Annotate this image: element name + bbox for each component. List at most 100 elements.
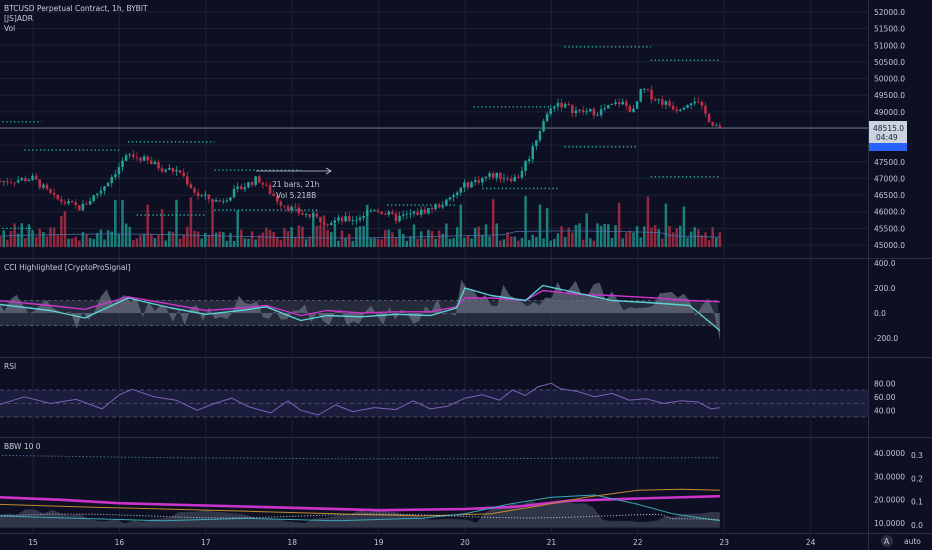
volume-bar xyxy=(229,233,232,247)
candle-body xyxy=(56,194,60,200)
candle-body xyxy=(621,101,624,105)
bbw-axis-label-right: 0.3 xyxy=(911,451,923,460)
volume-bar xyxy=(358,226,362,247)
candle-body xyxy=(164,169,167,172)
candle-body xyxy=(236,186,239,189)
candlesticks[interactable] xyxy=(0,85,722,228)
rsi-title[interactable]: RSI xyxy=(4,362,16,371)
volume-bar xyxy=(682,206,686,247)
candle-body xyxy=(581,109,585,113)
volume-bar xyxy=(24,238,27,247)
volume-bar xyxy=(635,226,639,247)
candle-body xyxy=(571,105,574,114)
candle-body xyxy=(499,172,502,180)
candle-body xyxy=(376,210,380,212)
candle-body xyxy=(204,194,207,196)
volume-bar xyxy=(297,225,301,247)
candle-body xyxy=(13,182,16,184)
volume-bar xyxy=(715,237,718,247)
candle-body xyxy=(250,182,254,185)
volume-bar xyxy=(196,231,200,247)
volume-bar xyxy=(607,224,610,247)
volume-bar xyxy=(448,238,452,247)
volume-bar xyxy=(308,236,311,247)
volume-indicator-title[interactable]: Vol xyxy=(4,24,15,33)
volume-bar xyxy=(315,225,319,247)
volume-bar xyxy=(664,203,668,247)
candle-body xyxy=(531,146,535,160)
candle-body xyxy=(495,172,499,178)
volume-bar xyxy=(74,236,77,247)
candle-body xyxy=(661,99,664,105)
volume-bar xyxy=(675,228,678,247)
volume-bar xyxy=(520,237,524,247)
candle-body xyxy=(441,205,445,208)
axes: 15 16 17 18 19 20 21 22 23 24 52000.0 51500.0 51000.… xyxy=(28,8,923,547)
volume-bar xyxy=(225,240,229,247)
candle-body xyxy=(401,214,405,216)
volume-bar xyxy=(380,239,383,247)
candle-body xyxy=(430,207,434,210)
price-axis-label: 49000.0 xyxy=(874,108,905,117)
candle-body xyxy=(20,178,24,181)
symbol-title[interactable]: BTCUSD Perpetual Contract, 1h, BYBIT xyxy=(4,4,148,13)
volume-bar xyxy=(434,238,437,247)
svg-text:A: A xyxy=(884,537,890,546)
volume-bar xyxy=(610,237,614,247)
volume-bars xyxy=(0,195,722,247)
candle-body xyxy=(643,88,646,90)
volume-bar xyxy=(60,216,63,247)
volume-bar xyxy=(581,239,585,247)
volume-bar xyxy=(243,238,247,247)
volume-bar xyxy=(531,234,535,247)
cci-title[interactable]: CCI Highlighted [CryptoProSignal] xyxy=(4,263,131,272)
volume-bar xyxy=(671,232,675,247)
candle-body xyxy=(617,102,621,105)
bbw-pane[interactable] xyxy=(0,454,720,528)
candle-body xyxy=(322,222,326,225)
volume-bar xyxy=(301,226,304,247)
candle-body xyxy=(293,206,297,208)
rsi-pane[interactable] xyxy=(0,382,868,418)
volume-bar xyxy=(146,204,149,247)
price-axis-label: 52000.0 xyxy=(874,8,905,17)
candle-body xyxy=(473,180,477,183)
volume-bar xyxy=(470,238,473,247)
auto-scale-button[interactable]: auto xyxy=(904,537,921,546)
volume-bar xyxy=(6,239,9,247)
log-scale-button[interactable]: A xyxy=(881,535,893,547)
volume-bar xyxy=(171,232,175,247)
candle-body xyxy=(60,199,63,202)
volume-bar xyxy=(484,224,488,247)
candle-body xyxy=(229,197,232,201)
candle-body xyxy=(85,203,88,205)
volume-bar xyxy=(401,233,405,247)
candle-body xyxy=(344,216,347,222)
adr-indicator-title[interactable]: [JS]ADR xyxy=(4,14,33,23)
candle-body xyxy=(545,113,549,122)
volume-bar xyxy=(128,226,131,247)
cci-pane[interactable] xyxy=(0,279,721,341)
candle-body xyxy=(391,211,394,214)
volume-bar xyxy=(38,228,42,247)
volume-bar xyxy=(164,240,167,247)
volume-bar xyxy=(643,226,646,247)
bbw-title[interactable]: BBW 10 0 xyxy=(4,442,41,451)
volume-bar xyxy=(646,196,650,247)
volume-bar xyxy=(394,237,398,247)
candle-body xyxy=(157,161,160,169)
candle-body xyxy=(189,184,193,189)
volume-bar xyxy=(103,239,106,247)
candle-body xyxy=(106,183,110,187)
measure-tool[interactable]: 21 bars, 21h Vol 5.218B xyxy=(256,167,332,200)
volume-bar xyxy=(373,238,376,247)
candle-body xyxy=(81,203,85,211)
candle-body xyxy=(218,200,221,202)
candle-body xyxy=(225,200,229,202)
volume-bar xyxy=(491,199,495,247)
current-price-tag: 48515.0 04:49 xyxy=(869,121,907,151)
candle-body xyxy=(452,195,455,198)
volume-bar xyxy=(628,230,632,247)
candle-body xyxy=(175,170,178,172)
